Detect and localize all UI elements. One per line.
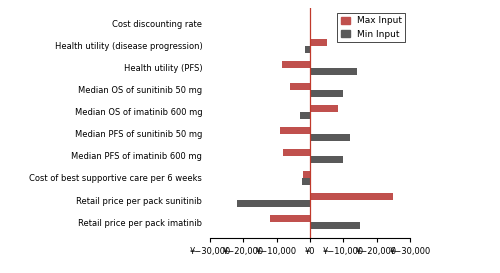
Bar [280,127,310,134]
Bar [284,149,310,156]
Bar [310,105,338,112]
Bar [304,171,310,178]
Bar [270,215,310,222]
Bar [310,68,356,75]
Bar [310,134,350,141]
Bar [310,38,326,46]
Bar [310,222,360,229]
Bar [310,193,394,200]
Bar [310,90,344,97]
Bar [236,200,310,207]
Bar [302,178,310,185]
Bar [310,156,344,163]
Bar [282,61,310,68]
Bar [300,112,310,119]
Bar [290,83,310,90]
Bar [305,46,310,53]
Legend: Max Input, Min Input: Max Input, Min Input [337,13,406,42]
